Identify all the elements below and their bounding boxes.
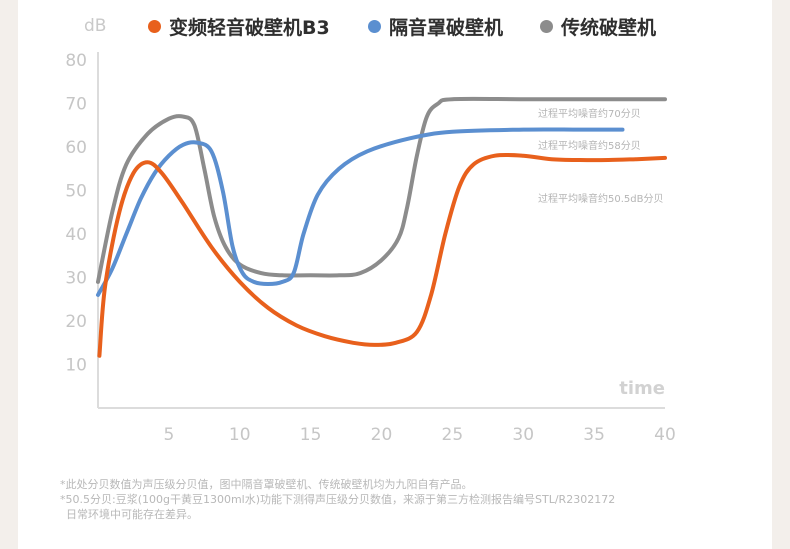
x-tick-label: 25 — [442, 425, 464, 445]
footnote-1: *此处分贝数值为声压级分贝值，图中隔音罩破壁机、传统破壁机均为九阳自有产品。 — [60, 478, 473, 491]
y-tick-label: 40 — [65, 225, 87, 245]
legend-dot-soundproof — [368, 19, 381, 33]
x-tick-label: 5 — [163, 425, 174, 445]
x-tick-label: 20 — [371, 425, 393, 445]
x-tick-label: 30 — [512, 425, 534, 445]
legend-label-b3: 变频轻音破壁机B3 — [169, 16, 330, 39]
y-tick-label: 50 — [65, 182, 87, 202]
legend-item-b3: 变频轻音破壁机B3 — [148, 12, 330, 40]
legend-label-soundproof: 隔音罩破壁机 — [389, 16, 504, 39]
series-line-traditional — [96, 96, 667, 284]
series-line-soundproof — [96, 127, 625, 297]
legend-label-traditional: 传统破壁机 — [561, 16, 657, 39]
y-axis-unit: dB — [84, 16, 107, 36]
legend-item-soundproof: 隔音罩破壁机 — [368, 12, 503, 40]
y-tick-label: 80 — [65, 51, 87, 71]
x-axis-label: time — [619, 378, 665, 399]
x-tick-label: 15 — [300, 425, 322, 445]
footnote-3: 日常环境中可能存在差异。 — [66, 508, 198, 521]
chart-card — [18, 0, 772, 549]
series-line-b3 — [97, 152, 667, 358]
x-tick-label: 40 — [654, 425, 676, 445]
average-noise-annotation: 过程平均噪音约58分贝 — [538, 139, 641, 152]
average-noise-annotation: 过程平均噪音约50.5dB分贝 — [538, 192, 663, 205]
legend-item-traditional: 传统破壁机 — [540, 12, 656, 40]
y-tick-label: 20 — [65, 312, 87, 332]
footnote-2: *50.5分贝:豆浆(100g干黄豆1300ml水)功能下测得声压级分贝数值，来… — [60, 493, 616, 506]
average-noise-annotation: 过程平均噪音约70分贝 — [538, 107, 641, 120]
y-tick-label: 70 — [65, 95, 87, 115]
x-tick-label: 35 — [583, 425, 605, 445]
legend-dot-b3 — [148, 19, 161, 33]
legend-dot-traditional — [540, 19, 553, 33]
y-tick-label: 10 — [65, 356, 87, 376]
y-tick-label: 30 — [65, 269, 87, 289]
y-tick-label: 60 — [65, 138, 87, 158]
x-tick-label: 10 — [229, 425, 251, 445]
